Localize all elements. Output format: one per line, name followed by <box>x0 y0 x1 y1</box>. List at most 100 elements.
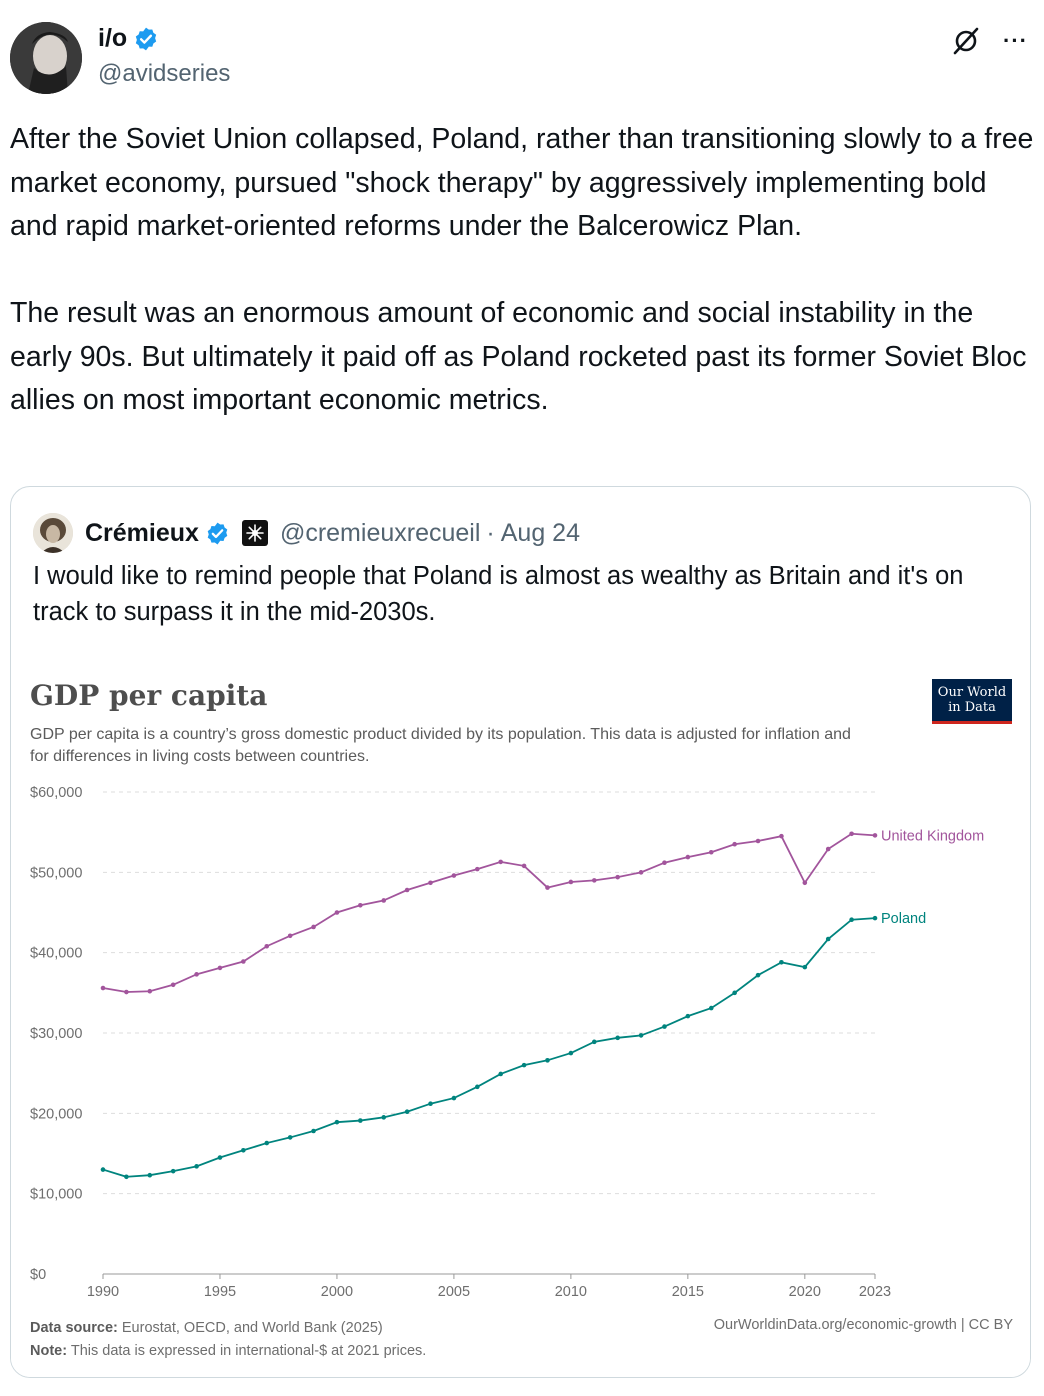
data-point <box>358 1118 363 1123</box>
data-point <box>404 887 410 893</box>
data-point <box>591 878 597 883</box>
data-point <box>872 833 878 838</box>
x-tick-label: 1990 <box>87 1284 119 1300</box>
data-point <box>451 873 457 878</box>
data-point <box>568 879 574 885</box>
x-tick-label: 2015 <box>672 1284 704 1300</box>
data-point <box>124 989 129 995</box>
data-point <box>662 1024 667 1029</box>
series-label: Poland <box>881 911 926 927</box>
data-point <box>170 1168 176 1174</box>
chart-footer-notes: Data source: Eurostat, OECD, and World B… <box>30 1317 426 1363</box>
data-point <box>100 1167 106 1172</box>
owid-logo-line-1: Our World <box>937 685 1007 700</box>
data-point <box>849 917 854 923</box>
data-point <box>381 898 387 903</box>
date-separator: · <box>486 518 495 547</box>
data-point <box>498 1071 503 1077</box>
data-source-text: Eurostat, OECD, and World Bank (2025) <box>121 1320 383 1336</box>
data-point <box>475 866 480 872</box>
data-point <box>100 985 106 991</box>
y-tick-label: $30,000 <box>30 1026 82 1042</box>
author-handle[interactable]: @avidseries <box>98 60 231 87</box>
quoted-author-avatar <box>33 513 73 553</box>
data-point <box>755 838 761 844</box>
data-point <box>825 846 831 852</box>
data-point <box>428 1101 433 1106</box>
affiliate-badge-icon <box>241 520 268 546</box>
author-name-row: i/o <box>98 24 159 53</box>
tweet-text: After the Soviet Union collapsed, Poland… <box>10 123 1034 416</box>
data-point <box>264 1140 270 1146</box>
data-point <box>241 1147 246 1153</box>
data-point <box>825 936 831 942</box>
data-point <box>708 849 714 855</box>
data-point <box>147 1172 153 1178</box>
data-point <box>287 933 293 939</box>
data-point <box>732 990 737 996</box>
data-point <box>311 924 316 930</box>
quoted-tweet-text: I would like to remind people that Polan… <box>33 562 964 626</box>
data-point <box>147 988 153 994</box>
verified-badge-icon <box>135 27 157 50</box>
data-point <box>521 1062 527 1068</box>
data-point <box>521 863 527 869</box>
series-line-united-kingdom <box>102 832 876 993</box>
data-point <box>591 1039 597 1045</box>
quoted-author-handle: @cremieuxrecueil <box>279 518 481 547</box>
quoted-tweet-header: Crémieux @cremieuxrecueil · Aug 24 <box>33 513 580 553</box>
data-point <box>334 910 340 915</box>
data-point <box>428 880 433 886</box>
data-point <box>615 874 620 880</box>
x-tick-label: 2023 <box>859 1284 891 1300</box>
data-point <box>545 1058 550 1063</box>
author-name[interactable]: i/o <box>98 24 128 52</box>
data-point <box>170 982 176 988</box>
y-tick-label: $10,000 <box>30 1187 82 1203</box>
data-point <box>124 1174 129 1180</box>
data-point <box>732 841 737 847</box>
x-tick-label: 2000 <box>321 1284 353 1300</box>
chart-title: GDP per capita <box>30 679 268 712</box>
data-source-line: Data source: Eurostat, OECD, and World B… <box>30 1317 426 1340</box>
data-point <box>358 902 363 908</box>
data-point <box>779 833 784 839</box>
data-point <box>311 1128 316 1134</box>
chart-plot: $0 $10,000 $20,000 $30,000 $40,000 $50,000 $60… <box>30 785 984 1300</box>
author-avatar[interactable] <box>10 22 82 94</box>
grok-icon[interactable] <box>951 26 981 56</box>
x-tick-label: 2005 <box>438 1284 470 1300</box>
data-point <box>404 1109 410 1115</box>
gdp-chart[interactable]: $0 $10,000 $20,000 $30,000 $40,000 $50,000 $60… <box>11 657 1030 1377</box>
data-point <box>685 1013 691 1019</box>
data-point <box>755 972 761 978</box>
data-point <box>498 859 503 865</box>
data-point <box>685 854 691 860</box>
tweet-actions-top: ··· <box>951 26 1028 56</box>
data-point <box>381 1115 387 1120</box>
y-tick-label: $60,000 <box>30 785 82 801</box>
chart-credit: OurWorldinData.org/economic-growth | CC … <box>713 1317 1013 1333</box>
data-point <box>638 870 644 875</box>
data-point <box>287 1135 293 1140</box>
note-line: Note: This data is expressed in internat… <box>30 1340 426 1363</box>
data-point <box>334 1119 340 1125</box>
chart-subtitle: GDP per capita is a country’s gross dome… <box>30 726 851 765</box>
note-text: This data is expressed in international-… <box>70 1343 427 1359</box>
series-label: United Kingdom <box>881 828 984 844</box>
more-options-icon[interactable]: ··· <box>1003 28 1028 53</box>
quoted-tweet[interactable]: Crémieux @cremieuxrecueil · Aug 24 I wou… <box>10 486 1031 1378</box>
y-tick-label: $50,000 <box>30 865 82 881</box>
data-point <box>568 1050 574 1056</box>
data-point <box>779 960 784 965</box>
y-tick-label: $0 <box>30 1267 46 1283</box>
tweet-header: i/o @avidseries ··· <box>10 20 1034 96</box>
data-point <box>264 943 270 949</box>
data-point <box>217 965 223 971</box>
data-source-label: Data source: <box>30 1320 118 1336</box>
data-point <box>662 860 667 865</box>
quoted-author-name: Crémieux <box>85 518 199 547</box>
data-point <box>638 1033 644 1038</box>
data-point <box>872 915 878 921</box>
owid-logo: Our World in Data <box>932 679 1012 724</box>
